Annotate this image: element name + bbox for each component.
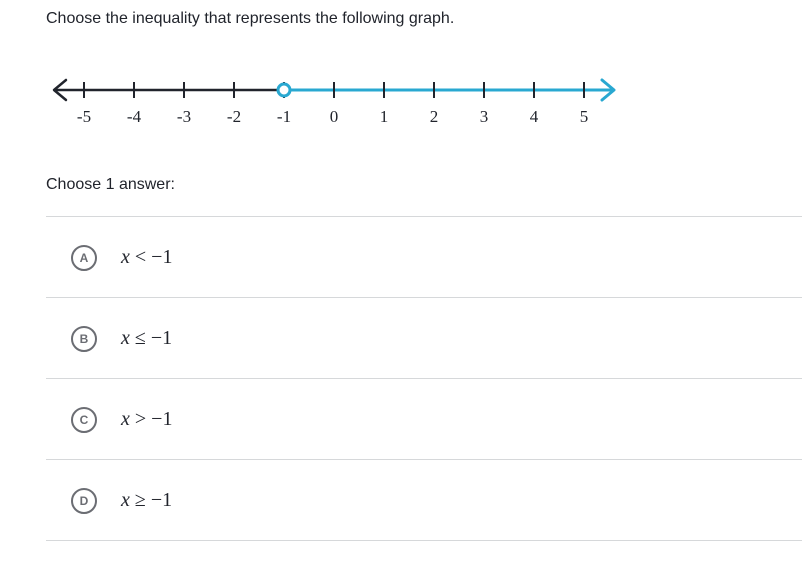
tick-label: -4 — [127, 107, 142, 126]
choice-d-inequality: x ≥ −1 — [121, 487, 172, 513]
tick-label: 0 — [330, 107, 339, 126]
choice-b-variable: x — [121, 327, 130, 349]
tick-label: -5 — [77, 107, 91, 126]
choice-a-variable: x — [121, 246, 130, 268]
choice-b[interactable]: B x ≤ −1 — [46, 297, 802, 378]
tick-label: -3 — [177, 107, 191, 126]
tick-label: 1 — [380, 107, 389, 126]
tick-label: 3 — [480, 107, 489, 126]
tick-labels: -5 -4 -3 -2 -1 0 1 2 3 4 5 — [77, 107, 588, 126]
open-circle-point — [276, 82, 292, 98]
tick-label: 2 — [430, 107, 439, 126]
right-arrow-icon — [600, 78, 616, 102]
choice-a-inequality: x < −1 — [121, 244, 172, 270]
tick-label: 5 — [580, 107, 589, 126]
choice-d[interactable]: D x ≥ −1 — [46, 459, 802, 541]
tick-label: 4 — [530, 107, 539, 126]
choice-b-value: −1 — [150, 327, 173, 349]
choice-d-letter-badge: D — [71, 488, 97, 514]
tick-marks — [83, 82, 585, 98]
choice-c[interactable]: C x > −1 — [46, 378, 802, 459]
choice-a[interactable]: A x < −1 — [46, 216, 802, 297]
choice-c-letter-badge: C — [71, 407, 97, 433]
choice-a-operator: < — [134, 246, 147, 268]
left-arrow-icon — [52, 78, 68, 102]
answer-choices: A x < −1 B x ≤ −1 C x > −1 D x ≥ −1 — [46, 216, 802, 541]
choice-b-inequality: x ≤ −1 — [121, 325, 172, 351]
tick-label: -1 — [277, 107, 291, 126]
choice-c-variable: x — [121, 408, 130, 430]
choice-d-value: −1 — [150, 489, 173, 511]
choice-b-letter-badge: B — [71, 326, 97, 352]
number-line-graph: -5 -4 -3 -2 -1 0 1 2 3 4 5 — [52, 78, 616, 126]
choice-d-operator: ≥ — [134, 489, 146, 511]
choice-c-inequality: x > −1 — [121, 406, 172, 432]
choice-b-operator: ≤ — [134, 327, 146, 349]
question-prompt: Choose the inequality that represents th… — [46, 10, 455, 27]
choice-a-letter-badge: A — [71, 245, 97, 271]
choice-a-value: −1 — [151, 246, 173, 268]
tick-label: -2 — [227, 107, 241, 126]
choose-answer-label: Choose 1 answer: — [46, 176, 175, 193]
choice-c-value: −1 — [151, 408, 173, 430]
choice-d-variable: x — [121, 489, 130, 511]
choice-c-operator: > — [134, 408, 147, 430]
